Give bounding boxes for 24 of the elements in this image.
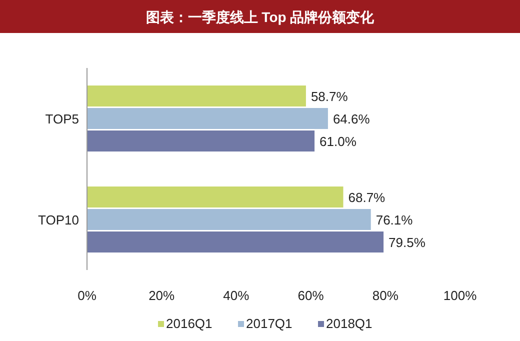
bar bbox=[87, 130, 315, 152]
bar bbox=[87, 209, 371, 230]
data-label: 76.1% bbox=[376, 212, 414, 228]
x-tick-label: 20% bbox=[148, 288, 176, 303]
data-label: 61.0% bbox=[320, 134, 357, 149]
bar bbox=[87, 86, 306, 106]
legend-label: 2016Q1 bbox=[166, 316, 212, 331]
x-tick-label: 0% bbox=[78, 288, 97, 303]
x-tick-label: 80% bbox=[372, 288, 399, 303]
x-tick-label: 100% bbox=[443, 288, 478, 303]
bar bbox=[87, 108, 328, 129]
bar bbox=[87, 232, 384, 252]
data-label: 64.6% bbox=[332, 112, 370, 126]
bar bbox=[87, 186, 344, 208]
x-tick-label: 40% bbox=[223, 288, 250, 303]
data-label: 79.5% bbox=[388, 235, 426, 250]
legend-label: 2018Q1 bbox=[326, 316, 372, 331]
chart-title: 图表：一季度线上 Top 品牌份额变化 bbox=[146, 9, 376, 25]
data-label: 58.7% bbox=[310, 89, 348, 104]
x-tick-label: 60% bbox=[298, 288, 324, 303]
legend-label: 2017Q1 bbox=[246, 316, 292, 331]
y-tick-label: TOP5 bbox=[45, 112, 79, 126]
data-label: 68.7% bbox=[348, 190, 386, 205]
y-tick-label: TOP10 bbox=[38, 212, 79, 228]
